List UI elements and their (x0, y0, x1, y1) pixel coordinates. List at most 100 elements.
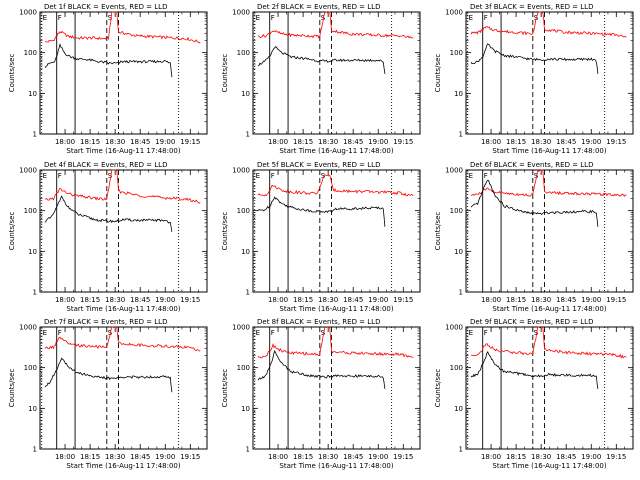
y-tick-label: 10 (241, 248, 250, 256)
x-axis-label: Start Time (16-Aug-11 17:48:00) (492, 147, 606, 155)
x-tick-label: 19:15 (393, 138, 413, 146)
interval-label: F (484, 14, 488, 22)
x-tick-label: 18:00 (55, 296, 75, 304)
y-axis-label: Counts/sec (8, 212, 16, 251)
y-tick-label: 100 (24, 207, 37, 215)
x-tick-label: 18:30 (318, 138, 338, 146)
interval-label: S (321, 329, 326, 337)
y-tick-label: 100 (237, 207, 250, 215)
interval-label: S (108, 172, 113, 180)
interval-label: E (469, 329, 473, 337)
series-lld-line (470, 169, 627, 198)
panel-det-7: Det 7f BLACK = Events, RED = LLD 1 10 100 10… (8, 318, 208, 470)
x-tick-label: 18:30 (531, 453, 551, 461)
x-tick-label: 18:00 (268, 296, 288, 304)
x-tick-label: 19:00 (155, 453, 175, 461)
y-axis-label: Counts/sec (434, 212, 442, 251)
x-axis-label: Start Time (16-Aug-11 17:48:00) (66, 305, 180, 313)
x-tick-label: 19:15 (393, 453, 413, 461)
interval-label: E (256, 172, 260, 180)
y-axis-label: Counts/sec (434, 369, 442, 408)
panel-det-5: Det 5f BLACK = Events, RED = LLD 1 10 100 10… (221, 161, 421, 313)
x-tick-label: 18:15 (293, 453, 313, 461)
y-tick-label: 10 (454, 90, 463, 98)
series-events-line (470, 351, 599, 389)
x-tick-label: 18:30 (105, 138, 125, 146)
series-events-line (44, 195, 173, 232)
x-tick-label: 18:45 (556, 453, 576, 461)
x-axis-label: Start Time (16-Aug-11 17:48:00) (66, 147, 180, 155)
x-tick-label: 18:15 (293, 138, 313, 146)
x-tick-label: 18:45 (556, 296, 576, 304)
x-tick-label: 18:30 (318, 296, 338, 304)
x-tick-label: 19:15 (393, 296, 413, 304)
x-tick-label: 18:45 (130, 138, 150, 146)
x-tick-label: 18:30 (318, 453, 338, 461)
plot-frame (465, 169, 634, 293)
y-tick-label: 1000 (445, 9, 463, 17)
y-tick-label: 10 (28, 405, 37, 413)
panel-det-4: Det 4f BLACK = Events, RED = LLD 1 10 100 10… (8, 161, 208, 313)
series-events-line (257, 349, 386, 389)
y-tick-label: 1 (33, 131, 37, 139)
y-tick-label: 1 (246, 289, 250, 297)
y-tick-label: 1 (33, 446, 37, 454)
y-axis-label: Counts/sec (221, 212, 229, 251)
series-lld-line (257, 11, 414, 39)
y-tick-label: 100 (237, 364, 250, 372)
interval-label: F (271, 172, 275, 180)
interval-label: E (256, 329, 260, 337)
panel-title: Det 3f BLACK = Events, RED = LLD (470, 3, 593, 11)
y-tick-label: 1000 (232, 167, 250, 175)
x-tick-label: 18:45 (343, 453, 363, 461)
y-axis-label: Counts/sec (8, 54, 16, 93)
panel-det-1: Det 1f BLACK = Events, RED = LLD 1 10 100 10… (8, 3, 208, 155)
series-lld-line (44, 169, 201, 204)
plot-frame (39, 326, 208, 450)
y-axis-label: Counts/sec (434, 54, 442, 93)
y-tick-label: 1 (459, 446, 463, 454)
x-tick-label: 19:15 (606, 296, 626, 304)
interval-label: E (469, 14, 473, 22)
x-tick-label: 18:00 (268, 453, 288, 461)
y-tick-label: 10 (454, 405, 463, 413)
y-tick-label: 100 (24, 364, 37, 372)
y-tick-label: 10 (454, 248, 463, 256)
x-tick-label: 19:00 (581, 453, 601, 461)
interval-label: F (484, 172, 488, 180)
panel-title: Det 1f BLACK = Events, RED = LLD (44, 3, 167, 11)
y-tick-label: 1000 (19, 324, 37, 332)
series-lld-line (471, 326, 627, 359)
interval-label: S (321, 172, 326, 180)
series-lld-line (257, 174, 414, 197)
y-tick-label: 1000 (19, 167, 37, 175)
x-axis-label: Start Time (16-Aug-11 17:48:00) (66, 462, 180, 470)
x-tick-label: 18:15 (80, 296, 100, 304)
x-tick-label: 18:15 (293, 296, 313, 304)
x-tick-label: 19:00 (155, 296, 175, 304)
interval-label: E (256, 14, 260, 22)
x-tick-label: 18:00 (481, 453, 501, 461)
series-events-line (44, 357, 173, 393)
y-tick-label: 1 (459, 289, 463, 297)
x-tick-label: 18:00 (55, 138, 75, 146)
x-tick-label: 19:15 (180, 453, 200, 461)
x-tick-label: 19:15 (606, 453, 626, 461)
x-tick-label: 19:00 (581, 138, 601, 146)
x-tick-label: 18:15 (506, 296, 526, 304)
series-lld-line (470, 11, 627, 38)
interval-label: F (58, 14, 62, 22)
panel-title: Det 7f BLACK = Events, RED = LLD (44, 318, 167, 326)
y-tick-label: 1000 (445, 324, 463, 332)
x-tick-label: 19:15 (180, 138, 200, 146)
x-axis-label: Start Time (16-Aug-11 17:48:00) (279, 305, 393, 313)
series-lld-line (44, 11, 201, 44)
x-tick-label: 19:00 (368, 453, 388, 461)
x-tick-label: 19:15 (606, 138, 626, 146)
y-tick-label: 1000 (445, 167, 463, 175)
interval-label: F (58, 329, 62, 337)
x-tick-label: 18:30 (531, 296, 551, 304)
interval-label: E (43, 329, 47, 337)
y-tick-label: 1000 (232, 9, 250, 17)
interval-label: E (43, 172, 47, 180)
